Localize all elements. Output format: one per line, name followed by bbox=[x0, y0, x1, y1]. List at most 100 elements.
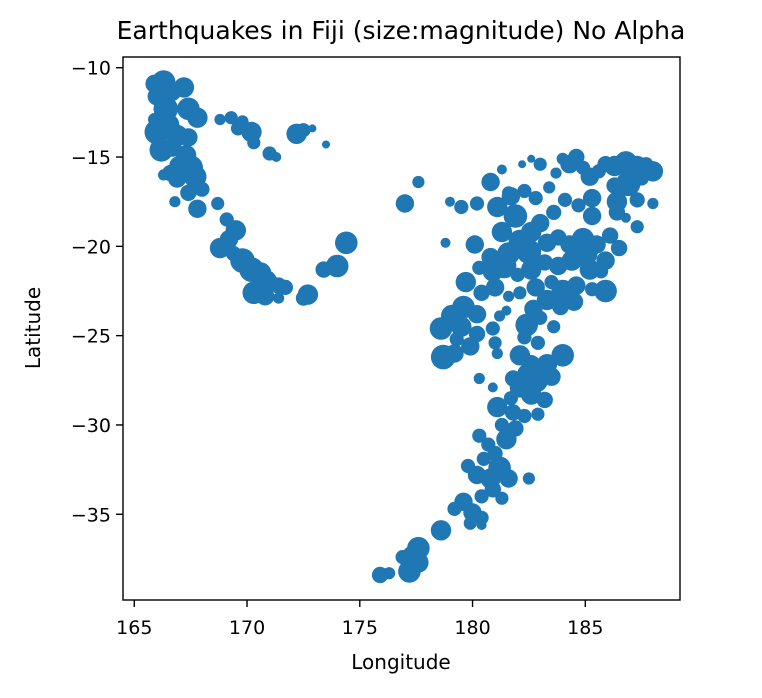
scatter-point bbox=[528, 191, 543, 206]
chart-title: Earthquakes in Fiji (size:magnitude) No … bbox=[117, 16, 686, 45]
scatter-point bbox=[521, 384, 542, 405]
scatter-point bbox=[485, 321, 500, 336]
scatter-point bbox=[445, 196, 455, 207]
scatter-point bbox=[542, 367, 561, 386]
scatter-point bbox=[451, 316, 472, 337]
scatter-point bbox=[601, 227, 619, 244]
scatter-point bbox=[447, 501, 462, 516]
scatter-point bbox=[550, 167, 562, 179]
scatter-point bbox=[516, 239, 542, 264]
scatter-point bbox=[476, 451, 491, 466]
scatter-point bbox=[481, 172, 500, 192]
scatter-point bbox=[496, 429, 517, 450]
y-tick-label: −30 bbox=[71, 415, 111, 437]
scatter-point bbox=[474, 510, 489, 525]
scatter-point bbox=[549, 256, 568, 276]
plot-area-frame bbox=[122, 56, 681, 601]
scatter-point bbox=[647, 197, 659, 210]
points-layer bbox=[144, 70, 664, 584]
scatter-point bbox=[295, 290, 311, 306]
scatter-point bbox=[546, 204, 562, 220]
scatter-point bbox=[463, 516, 477, 530]
scatter-point bbox=[476, 520, 487, 530]
scatter-point bbox=[517, 330, 532, 345]
scatter-point bbox=[440, 237, 451, 248]
y-tick-label: −20 bbox=[71, 236, 111, 258]
scatter-point bbox=[521, 259, 542, 280]
scatter-point bbox=[557, 192, 573, 207]
scatter-point bbox=[469, 196, 485, 211]
scatter-point bbox=[308, 124, 317, 133]
scatter-point bbox=[615, 171, 641, 197]
scatter-point bbox=[335, 231, 358, 255]
scatter-point bbox=[491, 347, 503, 360]
scatter-point bbox=[322, 140, 330, 149]
scatter-point bbox=[398, 560, 421, 583]
scatter-point bbox=[496, 164, 507, 175]
scatter-point bbox=[482, 261, 503, 282]
scatter-point bbox=[187, 107, 208, 128]
scatter-point bbox=[472, 260, 487, 275]
y-tick-label: −25 bbox=[71, 326, 111, 348]
scatter-point bbox=[551, 344, 574, 367]
scatter-point bbox=[606, 177, 623, 194]
scatter-point bbox=[567, 276, 586, 295]
scatter-point bbox=[533, 157, 547, 171]
scatter-point bbox=[527, 154, 536, 163]
scatter-point bbox=[517, 183, 532, 199]
scatter-point bbox=[144, 119, 170, 145]
scatter-point bbox=[429, 317, 453, 340]
x-tick-label: 165 bbox=[116, 617, 152, 639]
scatter-point bbox=[194, 181, 210, 197]
scatter-point bbox=[594, 264, 609, 279]
scatter-point bbox=[461, 337, 480, 356]
scatter-point bbox=[515, 313, 538, 337]
scatter-point bbox=[481, 247, 500, 267]
scatter-point bbox=[449, 332, 464, 347]
scatter-point bbox=[472, 428, 487, 443]
x-tick-label: 185 bbox=[567, 617, 603, 639]
scatter-point bbox=[455, 271, 476, 293]
scatter-point bbox=[383, 567, 396, 580]
x-axis-label: Longitude bbox=[351, 650, 450, 674]
scatter-point bbox=[180, 184, 197, 201]
scatter-point bbox=[547, 320, 561, 334]
scatter-point bbox=[430, 520, 452, 541]
scatter-point bbox=[412, 175, 425, 189]
x-axis-ticks: 165 170 175 180 185 bbox=[116, 600, 603, 639]
scatter-point bbox=[594, 279, 617, 303]
scatter-point bbox=[209, 237, 231, 259]
y-axis-label: Latitude bbox=[21, 287, 45, 369]
scatter-point bbox=[608, 204, 626, 221]
scatter-point bbox=[271, 152, 282, 162]
scatter-point bbox=[474, 489, 489, 504]
scatter-point bbox=[610, 239, 628, 257]
scatter-point bbox=[169, 196, 181, 208]
scatter-point bbox=[487, 196, 508, 218]
scatter-point bbox=[564, 292, 584, 311]
scatter-point bbox=[484, 481, 501, 498]
scatter-point bbox=[503, 391, 518, 406]
scatter-point bbox=[430, 344, 456, 370]
scatter-point bbox=[503, 290, 515, 302]
scatter-point bbox=[167, 169, 187, 188]
scatter-point bbox=[247, 136, 261, 150]
scatter-point bbox=[277, 279, 293, 295]
y-tick-label: −10 bbox=[71, 58, 111, 80]
x-tick-label: 175 bbox=[342, 617, 378, 639]
scatter-point bbox=[473, 284, 490, 301]
scatter-point bbox=[571, 198, 586, 213]
scatter-point bbox=[273, 292, 285, 304]
scatter-point bbox=[517, 408, 532, 424]
scatter-point bbox=[211, 196, 225, 211]
scatter-point bbox=[224, 111, 238, 125]
scatter-point bbox=[325, 254, 349, 278]
scatter-point bbox=[503, 204, 528, 228]
y-tick-label: −35 bbox=[71, 504, 111, 526]
scatter-point bbox=[504, 404, 522, 421]
scatter-point bbox=[536, 289, 558, 311]
scatter-point bbox=[526, 278, 545, 297]
scatter-point bbox=[513, 286, 527, 300]
